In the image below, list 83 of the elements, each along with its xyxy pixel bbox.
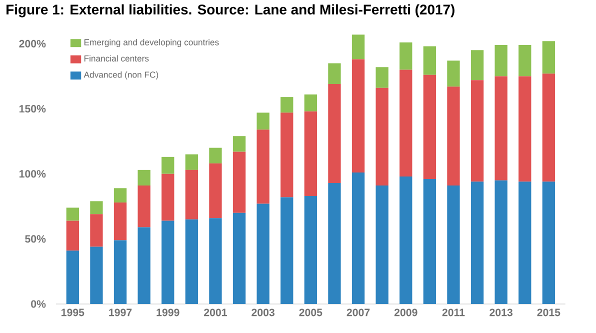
bar: [90, 246, 103, 304]
bar: [494, 44, 508, 76]
bar: [423, 46, 436, 75]
bar: [400, 70, 412, 176]
bar: [447, 60, 460, 86]
bar: [518, 76, 532, 182]
bar: [400, 176, 412, 304]
bar: [209, 163, 222, 218]
x-tick-label: 2009: [394, 308, 418, 316]
bar: [114, 202, 127, 240]
bar: [376, 66, 388, 88]
bar: [423, 178, 436, 304]
x-tick-label: 1997: [109, 308, 132, 316]
y-tick-label: 200%: [19, 40, 46, 48]
bar: [328, 182, 341, 304]
bar: [232, 212, 246, 304]
bar: [494, 180, 508, 304]
bar: [280, 96, 294, 113]
bar: [423, 74, 436, 179]
y-tick-label: 0%: [31, 300, 46, 308]
bar: [328, 84, 341, 183]
bar: [280, 197, 294, 304]
y-tick-label: 50%: [25, 235, 46, 243]
bar: [138, 227, 150, 304]
bar: [209, 218, 222, 304]
bar: [256, 129, 270, 204]
bar: [304, 111, 317, 196]
legend-label: Financial centers: [84, 55, 149, 62]
bar: [162, 174, 174, 221]
bar: [470, 181, 484, 304]
bar: [400, 42, 412, 70]
y-tick-label: 100%: [19, 170, 46, 178]
bar: [232, 136, 246, 152]
bar: [304, 94, 317, 112]
bar: [470, 50, 484, 80]
bar: [185, 170, 198, 220]
chart-title: Figure 1: External liabilities. Source: Lane and Milesi-Ferretti (2017): [6, 4, 454, 18]
bar: [352, 59, 365, 172]
bar: [209, 148, 222, 164]
x-tick-label: 2007: [346, 308, 370, 316]
x-tick-label: 1999: [156, 308, 180, 316]
bar: [447, 185, 460, 304]
bar: [518, 181, 532, 304]
x-tick-label: 2015: [537, 308, 560, 316]
x-tick-label: 2003: [252, 308, 274, 316]
bar: [256, 204, 270, 304]
bar: [542, 181, 556, 304]
bar: [494, 76, 508, 180]
bar: [280, 112, 294, 198]
bar: [114, 240, 127, 304]
bar: [376, 88, 388, 186]
bar: [90, 214, 103, 247]
bar: [185, 219, 198, 304]
bar: [518, 44, 532, 76]
bar: [138, 185, 150, 228]
x-tick-label: 2001: [204, 308, 227, 316]
bar: [90, 201, 103, 214]
bar: [542, 40, 556, 74]
bar: [304, 196, 317, 304]
legend-label: Emerging and developing countries: [84, 38, 219, 47]
bar: [114, 188, 127, 202]
bar: [376, 185, 388, 304]
bar: [66, 250, 79, 304]
x-tick-label: 2013: [490, 308, 512, 316]
x-tick-label: 1995: [62, 308, 84, 316]
bar: [162, 220, 174, 304]
bar: [447, 86, 460, 186]
bar: [352, 34, 365, 60]
y-tick-label: 150%: [19, 104, 46, 112]
bar: [185, 154, 198, 170]
bar: [352, 172, 365, 304]
bar: [328, 63, 341, 84]
bar: [256, 112, 270, 130]
bar: [232, 152, 246, 213]
x-tick-label: 2011: [442, 308, 465, 316]
legend-label: Advanced (non FC): [84, 71, 158, 80]
bar: [66, 220, 79, 250]
bar: [138, 170, 150, 186]
bar: [162, 156, 174, 174]
bar: [470, 80, 484, 182]
bar: [542, 73, 556, 182]
bar: [66, 208, 79, 221]
x-tick-label: 2005: [299, 308, 322, 316]
